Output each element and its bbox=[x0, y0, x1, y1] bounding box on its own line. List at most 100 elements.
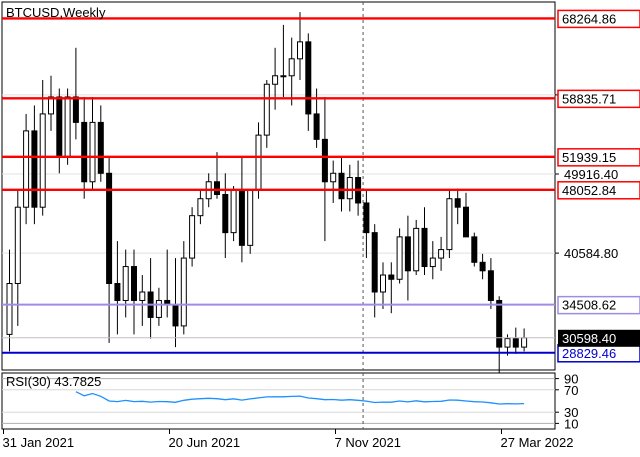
chart-title: BTCUSD,Weekly bbox=[6, 5, 106, 20]
candle-body bbox=[313, 113, 320, 140]
level-tag-label: 48052.84 bbox=[562, 183, 616, 198]
candle-body bbox=[89, 121, 96, 183]
level-tag bbox=[557, 9, 640, 29]
candle-bull bbox=[297, 12, 303, 81]
level-tag-label: 51939.15 bbox=[562, 150, 616, 165]
candle-body bbox=[338, 172, 345, 200]
candle-body bbox=[6, 283, 13, 335]
candle-body bbox=[305, 41, 312, 115]
candle-bull bbox=[380, 262, 386, 309]
current-price-line: 30598.40 bbox=[2, 329, 640, 347]
candle-body bbox=[371, 232, 378, 293]
candle-bear bbox=[421, 207, 428, 276]
candle-body bbox=[122, 266, 129, 301]
candle-body bbox=[438, 249, 445, 259]
candle-body bbox=[247, 189, 254, 246]
candle-bear bbox=[404, 215, 411, 301]
candle-body bbox=[31, 130, 38, 208]
candle-body bbox=[180, 257, 187, 327]
candle-bear bbox=[106, 156, 113, 343]
candle-body bbox=[97, 121, 104, 174]
candle-bear bbox=[222, 173, 229, 259]
candle-bull bbox=[446, 190, 453, 259]
candle-body bbox=[512, 338, 519, 348]
candle-body bbox=[238, 189, 245, 246]
candle-bull bbox=[346, 164, 353, 212]
candle-bull bbox=[89, 96, 96, 191]
candle-body bbox=[64, 96, 71, 157]
x-axis-date-labels: 31 Jan 2021 20 Jun 2021 7 Nov 2021 27 Mar 2… bbox=[3, 429, 574, 450]
level-tag-label: 68264.86 bbox=[562, 11, 616, 26]
candle-body bbox=[388, 274, 395, 280]
candle-bull bbox=[280, 24, 287, 97]
y-tick-label: 40584.80 bbox=[564, 246, 618, 261]
candle-bull bbox=[247, 189, 254, 254]
candle-bull bbox=[189, 207, 196, 267]
candle-body bbox=[346, 177, 353, 200]
level-tag-label: 58835.71 bbox=[562, 91, 616, 106]
candle-body bbox=[504, 338, 511, 348]
rsi-tick-label: 30 bbox=[564, 405, 578, 420]
candle-bull bbox=[6, 249, 13, 352]
candle-body bbox=[48, 96, 54, 115]
candle-bull bbox=[413, 219, 420, 276]
candle-bull bbox=[230, 186, 237, 242]
candle-body bbox=[139, 291, 146, 301]
x-tick-label: 7 Nov 2021 bbox=[335, 435, 402, 450]
candle-bear bbox=[72, 47, 79, 140]
candle-bear bbox=[371, 224, 378, 318]
candle-body bbox=[396, 236, 403, 280]
level-tag-label: 34508.62 bbox=[562, 298, 616, 313]
rsi-label: RSI(30) 43.7825 bbox=[6, 374, 101, 389]
candle-body bbox=[39, 113, 46, 208]
candles bbox=[6, 12, 528, 373]
candle-body bbox=[429, 257, 436, 268]
candle-body bbox=[131, 266, 137, 301]
candle-bull bbox=[330, 160, 337, 203]
candle-bull bbox=[396, 228, 403, 284]
candle-body bbox=[222, 193, 229, 234]
level-tag bbox=[557, 181, 640, 200]
rsi-tick-label: 90 bbox=[564, 372, 578, 387]
candle-bull bbox=[139, 275, 146, 326]
x-tick-label: 31 Jan 2021 bbox=[3, 435, 75, 450]
candle-bear bbox=[454, 188, 461, 225]
candle-bear bbox=[471, 232, 478, 267]
x-tick-label: 27 Mar 2022 bbox=[501, 435, 574, 450]
candle-body bbox=[496, 299, 503, 348]
candle-body bbox=[321, 138, 328, 183]
candle-bull bbox=[14, 190, 21, 326]
candle-body bbox=[413, 227, 420, 272]
candle-body bbox=[521, 337, 528, 348]
candle-body bbox=[263, 83, 270, 136]
candle-body bbox=[280, 75, 287, 78]
candle-bull bbox=[180, 241, 187, 335]
candle-body bbox=[463, 206, 469, 238]
candle-body bbox=[172, 304, 179, 327]
candle-body bbox=[197, 198, 204, 217]
candle-body bbox=[330, 172, 337, 183]
candle-bear bbox=[81, 96, 88, 199]
candle-body bbox=[230, 189, 237, 234]
candle-bear bbox=[97, 105, 104, 182]
current-price-label: 30598.40 bbox=[562, 331, 616, 346]
level-tag bbox=[557, 148, 640, 167]
level-tag bbox=[557, 295, 640, 315]
rsi-line bbox=[75, 391, 525, 405]
horizontal-levels: 68264.86 58835.71 51939.15 48052.84 34508.62… bbox=[2, 9, 640, 363]
rsi-tick-label: 70 bbox=[564, 383, 578, 398]
candle-body bbox=[56, 96, 63, 157]
candle-bull bbox=[122, 249, 129, 318]
candle-body bbox=[214, 181, 220, 195]
candle-bear bbox=[305, 33, 312, 131]
candle-body bbox=[255, 134, 262, 191]
y-tick-label: 49916.40 bbox=[564, 167, 618, 182]
level-tag-label: 28829.46 bbox=[562, 346, 616, 361]
candle-body bbox=[14, 206, 21, 285]
candle-body bbox=[155, 299, 162, 318]
candle-body bbox=[297, 41, 303, 60]
candle-bear bbox=[487, 258, 494, 309]
price-panel-border bbox=[1, 1, 556, 371]
